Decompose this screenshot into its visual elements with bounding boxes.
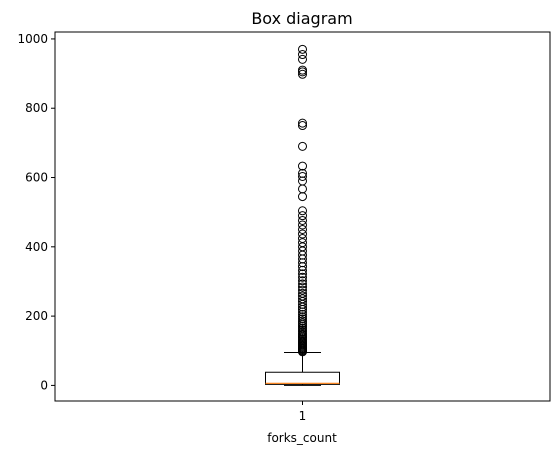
outlier-point — [298, 220, 307, 230]
outlier-group — [298, 44, 307, 357]
box-group — [265, 351, 340, 386]
outlier-point — [298, 312, 307, 322]
outlier-point — [298, 121, 307, 131]
outlier-point — [298, 276, 307, 286]
outlier-point — [298, 192, 307, 202]
outlier-point — [298, 168, 307, 178]
outlier-point — [298, 141, 307, 151]
y-axis: 0 200 400 600 800 1000 — [17, 32, 55, 392]
x-axis-label: forks_count — [267, 431, 337, 445]
outlier-point — [298, 318, 307, 328]
outlier-point — [298, 54, 307, 64]
outlier-point — [298, 184, 307, 194]
outlier-point — [298, 224, 307, 234]
outlier-point — [298, 118, 307, 128]
outlier-point — [298, 229, 307, 239]
y-tick-label: 0 — [40, 378, 48, 392]
outlier-point — [298, 161, 307, 171]
outlier-point — [298, 176, 307, 186]
outlier-point — [298, 269, 307, 279]
outlier-point — [298, 215, 307, 225]
outlier-point — [298, 65, 307, 75]
outlier-point — [298, 272, 307, 282]
x-tick-label: 1 — [299, 409, 307, 423]
outlier-point — [298, 171, 307, 181]
outlier-point — [298, 314, 307, 324]
x-axis: 1 — [299, 401, 307, 423]
y-tick-label: 200 — [25, 309, 48, 323]
y-tick-label: 400 — [25, 240, 48, 254]
outlier-point — [298, 50, 307, 60]
y-tick-label: 600 — [25, 171, 48, 185]
outlier-point — [298, 234, 307, 244]
iqr-box — [265, 371, 340, 385]
chart-title: Box diagram — [251, 9, 352, 28]
outlier-point — [298, 282, 307, 292]
outlier-point — [298, 279, 307, 289]
outlier-point — [298, 294, 307, 304]
outlier-point — [298, 309, 307, 319]
outlier-point — [298, 238, 307, 248]
y-tick-label: 800 — [25, 101, 48, 115]
outlier-point — [298, 316, 307, 326]
outlier-point — [298, 285, 307, 295]
y-tick-label: 1000 — [17, 32, 48, 46]
outlier-point — [298, 206, 307, 216]
outlier-point — [298, 211, 307, 221]
outlier-point — [298, 69, 307, 79]
outlier-point — [298, 288, 307, 298]
outlier-point — [298, 291, 307, 301]
outlier-point — [298, 44, 307, 54]
